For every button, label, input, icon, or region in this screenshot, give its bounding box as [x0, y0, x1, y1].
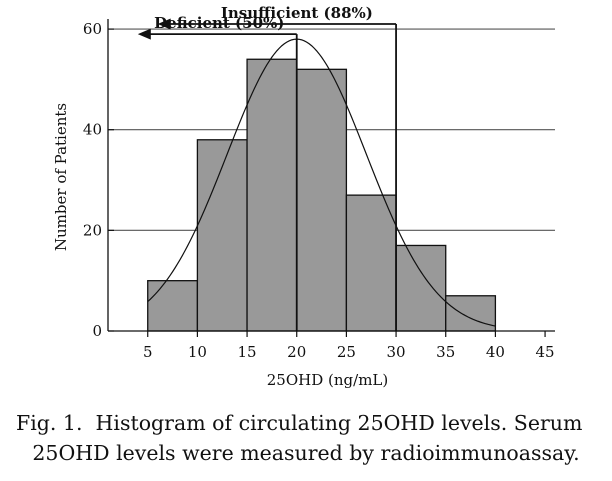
- x-axis-title: 25OHD (ng/mL): [267, 371, 388, 389]
- histogram-bar-4: [296, 68, 348, 332]
- x-tick-label-5: 5: [143, 343, 153, 361]
- x-tick-label-25: 25: [337, 343, 356, 361]
- x-tick-label-40: 40: [486, 343, 505, 361]
- histogram-chart: Insufficient (88%)Deficient (50%) 0 20 40 60…: [52, 4, 555, 389]
- x-tick-label-30: 30: [387, 343, 406, 361]
- histogram-figure: Insufficient (88%) Deficient (50%) 0 20 40 60…: [52, 4, 555, 389]
- deficient-arrow-head: [137, 28, 151, 40]
- deficient-annotation-label: Deficient (50%): [154, 14, 284, 32]
- x-tick-label-20: 20: [287, 343, 306, 361]
- histogram-bar-1: [147, 280, 199, 332]
- y-tick-label-60: 60: [83, 20, 102, 38]
- x-tick-label-45: 45: [536, 343, 555, 361]
- x-tick-label-35: 35: [436, 343, 455, 361]
- x-tick-label-10: 10: [188, 343, 207, 361]
- insufficient-annotation-label: Insufficient (88%): [221, 4, 373, 22]
- y-tick-label-20: 20: [83, 221, 102, 239]
- caption-line-2: 25OHD levels were measured by radioimmun…: [32, 441, 580, 465]
- caption-line-1: Fig. 1. Histogram of circulating 25OHD l…: [16, 411, 583, 435]
- histogram-bar-5: [345, 194, 397, 332]
- histogram-bar-3: [246, 58, 298, 332]
- histogram-bar-7: [445, 295, 497, 332]
- y-axis-title: Number of Patients: [52, 103, 70, 251]
- y-tick-label-40: 40: [83, 121, 102, 139]
- insufficient-arrow-head: [157, 18, 171, 30]
- x-tick-label-15: 15: [238, 343, 257, 361]
- histogram-bar-6: [395, 244, 447, 332]
- histogram-bar-2: [196, 139, 248, 332]
- normal-fit-curve: [147, 38, 496, 327]
- y-tick-label-0: 0: [92, 322, 102, 340]
